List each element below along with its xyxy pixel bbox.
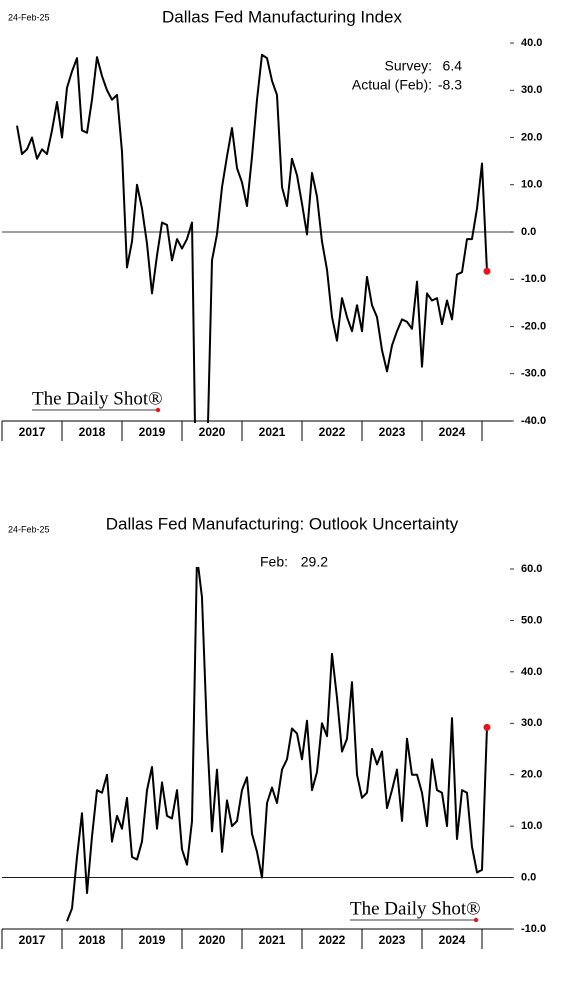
x-tick-label: 2020 <box>199 933 226 947</box>
date-stamp: 24-Feb-25 <box>8 12 50 22</box>
x-tick-label: 2022 <box>319 425 346 439</box>
watermark-dot <box>155 407 161 413</box>
x-tick-label: 2023 <box>379 425 406 439</box>
x-tick-label: 2024 <box>439 933 466 947</box>
y-tick-label: -10.0 <box>521 273 546 285</box>
y-tick-label: 20.0 <box>521 131 542 143</box>
date-stamp: 24-Feb-25 <box>8 524 50 534</box>
x-tick-label: 2019 <box>139 933 166 947</box>
watermark-dot <box>473 917 479 923</box>
x-tick-label: 2019 <box>139 425 166 439</box>
chart-title: Dallas Fed Manufacturing Index <box>162 7 403 26</box>
y-tick-label: 40.0 <box>521 666 542 678</box>
annotation-label: Actual (Feb): <box>352 77 432 93</box>
x-tick-label: 2021 <box>259 933 286 947</box>
y-tick-label: 30.0 <box>521 84 542 96</box>
chart-title: Dallas Fed Manufacturing: Outlook Uncert… <box>106 514 459 533</box>
annotation-label: Survey: <box>385 58 432 74</box>
x-tick-label: 2018 <box>79 933 106 947</box>
x-tick-label: 2022 <box>319 933 346 947</box>
latest-point <box>483 723 491 731</box>
y-tick-label: 30.0 <box>521 717 542 729</box>
x-tick-label: 2018 <box>79 425 106 439</box>
annotation-value: -8.3 <box>438 77 462 93</box>
annotation-value: 29.2 <box>301 554 328 570</box>
data-line <box>16 53 488 423</box>
y-tick-label: 0.0 <box>521 871 536 883</box>
x-tick-label: 2024 <box>439 425 466 439</box>
y-tick-label: -30.0 <box>521 368 546 380</box>
annotation-label: Feb: <box>260 554 288 570</box>
y-tick-label: 50.0 <box>521 614 542 626</box>
chart: Dallas Fed Manufacturing Index 24-Feb-25 4… <box>1 7 546 441</box>
y-tick-label: 10.0 <box>521 179 542 191</box>
chart: Dallas Fed Manufacturing: Outlook Uncert… <box>1 514 546 949</box>
y-tick-label: 20.0 <box>521 769 542 781</box>
y-tick-label: -40.0 <box>521 415 546 427</box>
watermark: The Daily Shot® <box>32 388 163 409</box>
x-tick-label: 2020 <box>199 425 226 439</box>
y-tick-label: 0.0 <box>521 226 536 238</box>
y-tick-label: -10.0 <box>521 923 546 935</box>
x-tick-label: 2023 <box>379 933 406 947</box>
annotation-value: 6.4 <box>443 58 463 74</box>
data-line <box>66 567 488 922</box>
x-tick-label: 2017 <box>19 425 46 439</box>
x-tick-label: 2021 <box>259 425 286 439</box>
latest-point <box>483 267 491 275</box>
y-tick-label: 10.0 <box>521 820 542 832</box>
y-tick-label: 60.0 <box>521 563 542 575</box>
x-tick-label: 2017 <box>19 933 46 947</box>
watermark: The Daily Shot® <box>350 898 481 919</box>
y-tick-label: -20.0 <box>521 320 546 332</box>
y-tick-label: 40.0 <box>521 37 542 49</box>
